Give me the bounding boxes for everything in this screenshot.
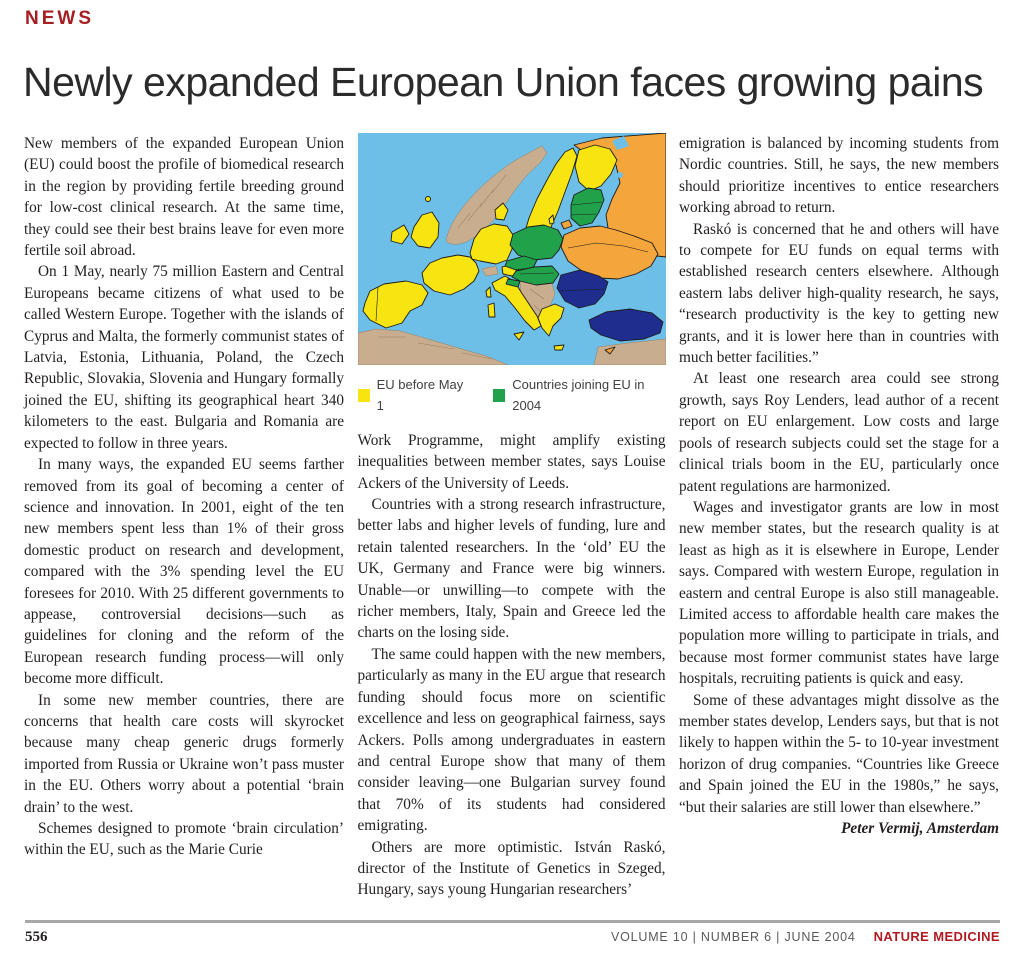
paragraph: Schemes designed to promote ‘brain circu… — [24, 820, 344, 859]
terrain-land — [357, 145, 666, 365]
united-kingdom — [410, 211, 439, 249]
paragraph: The same could happen with the new membe… — [357, 645, 666, 835]
column-3: emigration is balanced by incoming stude… — [679, 133, 999, 901]
slovenia — [505, 278, 520, 288]
section-kicker: NEWS — [25, 8, 94, 29]
map-legend: EU before May 1 Countries joining EU in … — [357, 374, 666, 417]
europe-map-figure: EU before May 1 Countries joining EU in … — [357, 133, 666, 417]
slovakia-hungary — [511, 265, 559, 286]
column-2: EU before May 1 Countries joining EU in … — [357, 133, 666, 901]
belarus-ukraine — [560, 225, 658, 280]
lake-ladoga — [616, 172, 623, 178]
legend-item-joining-2004: Countries joining EU in 2004 — [493, 374, 665, 417]
paragraph: Countries with a strong research infrast… — [357, 496, 666, 642]
romania-bulgaria — [556, 269, 608, 309]
paragraph: emigration is balanced by incoming stude… — [679, 135, 999, 217]
sicily — [513, 331, 524, 341]
shetland — [424, 196, 431, 202]
paragraph: At least one research area could see str… — [679, 370, 999, 495]
footer-rule — [25, 920, 1000, 923]
norway — [445, 145, 547, 245]
paragraph: Some of these advantages might dissolve … — [679, 691, 999, 816]
candidate-countries — [556, 269, 663, 342]
legend-label: Countries joining EU in 2004 — [512, 377, 645, 414]
accession-countries — [504, 187, 604, 288]
middle-east — [593, 338, 666, 365]
switzerland — [481, 265, 498, 277]
article-title: Newly expanded European Union faces grow… — [23, 59, 984, 105]
greece — [537, 303, 564, 337]
byline: Peter Vermij, Amsterdam — [841, 820, 999, 837]
white-sea — [611, 136, 629, 150]
terrain-relief — [377, 174, 544, 360]
denmark — [494, 202, 508, 221]
issue-info: VOLUME 10 | NUMBER 6 | JUNE 2004 — [610, 930, 856, 944]
turkey — [588, 308, 663, 342]
legend-swatch-yellow — [357, 388, 370, 402]
cyprus — [604, 346, 615, 355]
legend-item-eu-before-may1: EU before May 1 — [357, 374, 468, 417]
paragraph: Work Programme, might amplify existing i… — [357, 431, 666, 492]
north-africa — [357, 328, 508, 365]
paragraph: Raskó is concerned that he and others wi… — [679, 220, 999, 367]
paragraph: Wages and investigator grants are low in… — [679, 498, 999, 688]
journal-name: NATURE MEDICINE — [873, 929, 1000, 944]
paragraph: New members of the expanded European Uni… — [24, 135, 344, 260]
paragraph: In some new member countries, there are … — [24, 691, 344, 816]
column-1: New members of the expanded European Uni… — [24, 133, 344, 901]
gotland — [548, 214, 554, 225]
baltic-states — [570, 187, 604, 227]
europe-map — [357, 133, 666, 365]
france — [421, 254, 479, 296]
poland — [509, 224, 563, 261]
page-footer: 556 VOLUME 10 | NUMBER 6 | JUNE 2004 NAT… — [25, 920, 1000, 946]
legend-swatch-green — [493, 388, 506, 402]
ireland — [390, 224, 409, 245]
crete — [553, 344, 564, 351]
page-number: 556 — [25, 929, 48, 945]
sardinia — [487, 302, 495, 318]
corsica — [485, 286, 491, 298]
kaliningrad — [560, 219, 572, 230]
legend-label: EU before May 1 — [376, 377, 464, 414]
internal-borders — [375, 201, 648, 322]
finland — [574, 144, 617, 192]
paragraph: In many ways, the expanded EU seems fart… — [24, 456, 344, 688]
paragraph: On 1 May, nearly 75 million Eastern and … — [24, 263, 344, 452]
iberia — [362, 280, 428, 329]
paragraph: Others are more optimistic. István Raskó… — [357, 838, 666, 899]
non-eu-east — [560, 219, 658, 355]
article-body: New members of the expanded European Uni… — [24, 133, 999, 901]
